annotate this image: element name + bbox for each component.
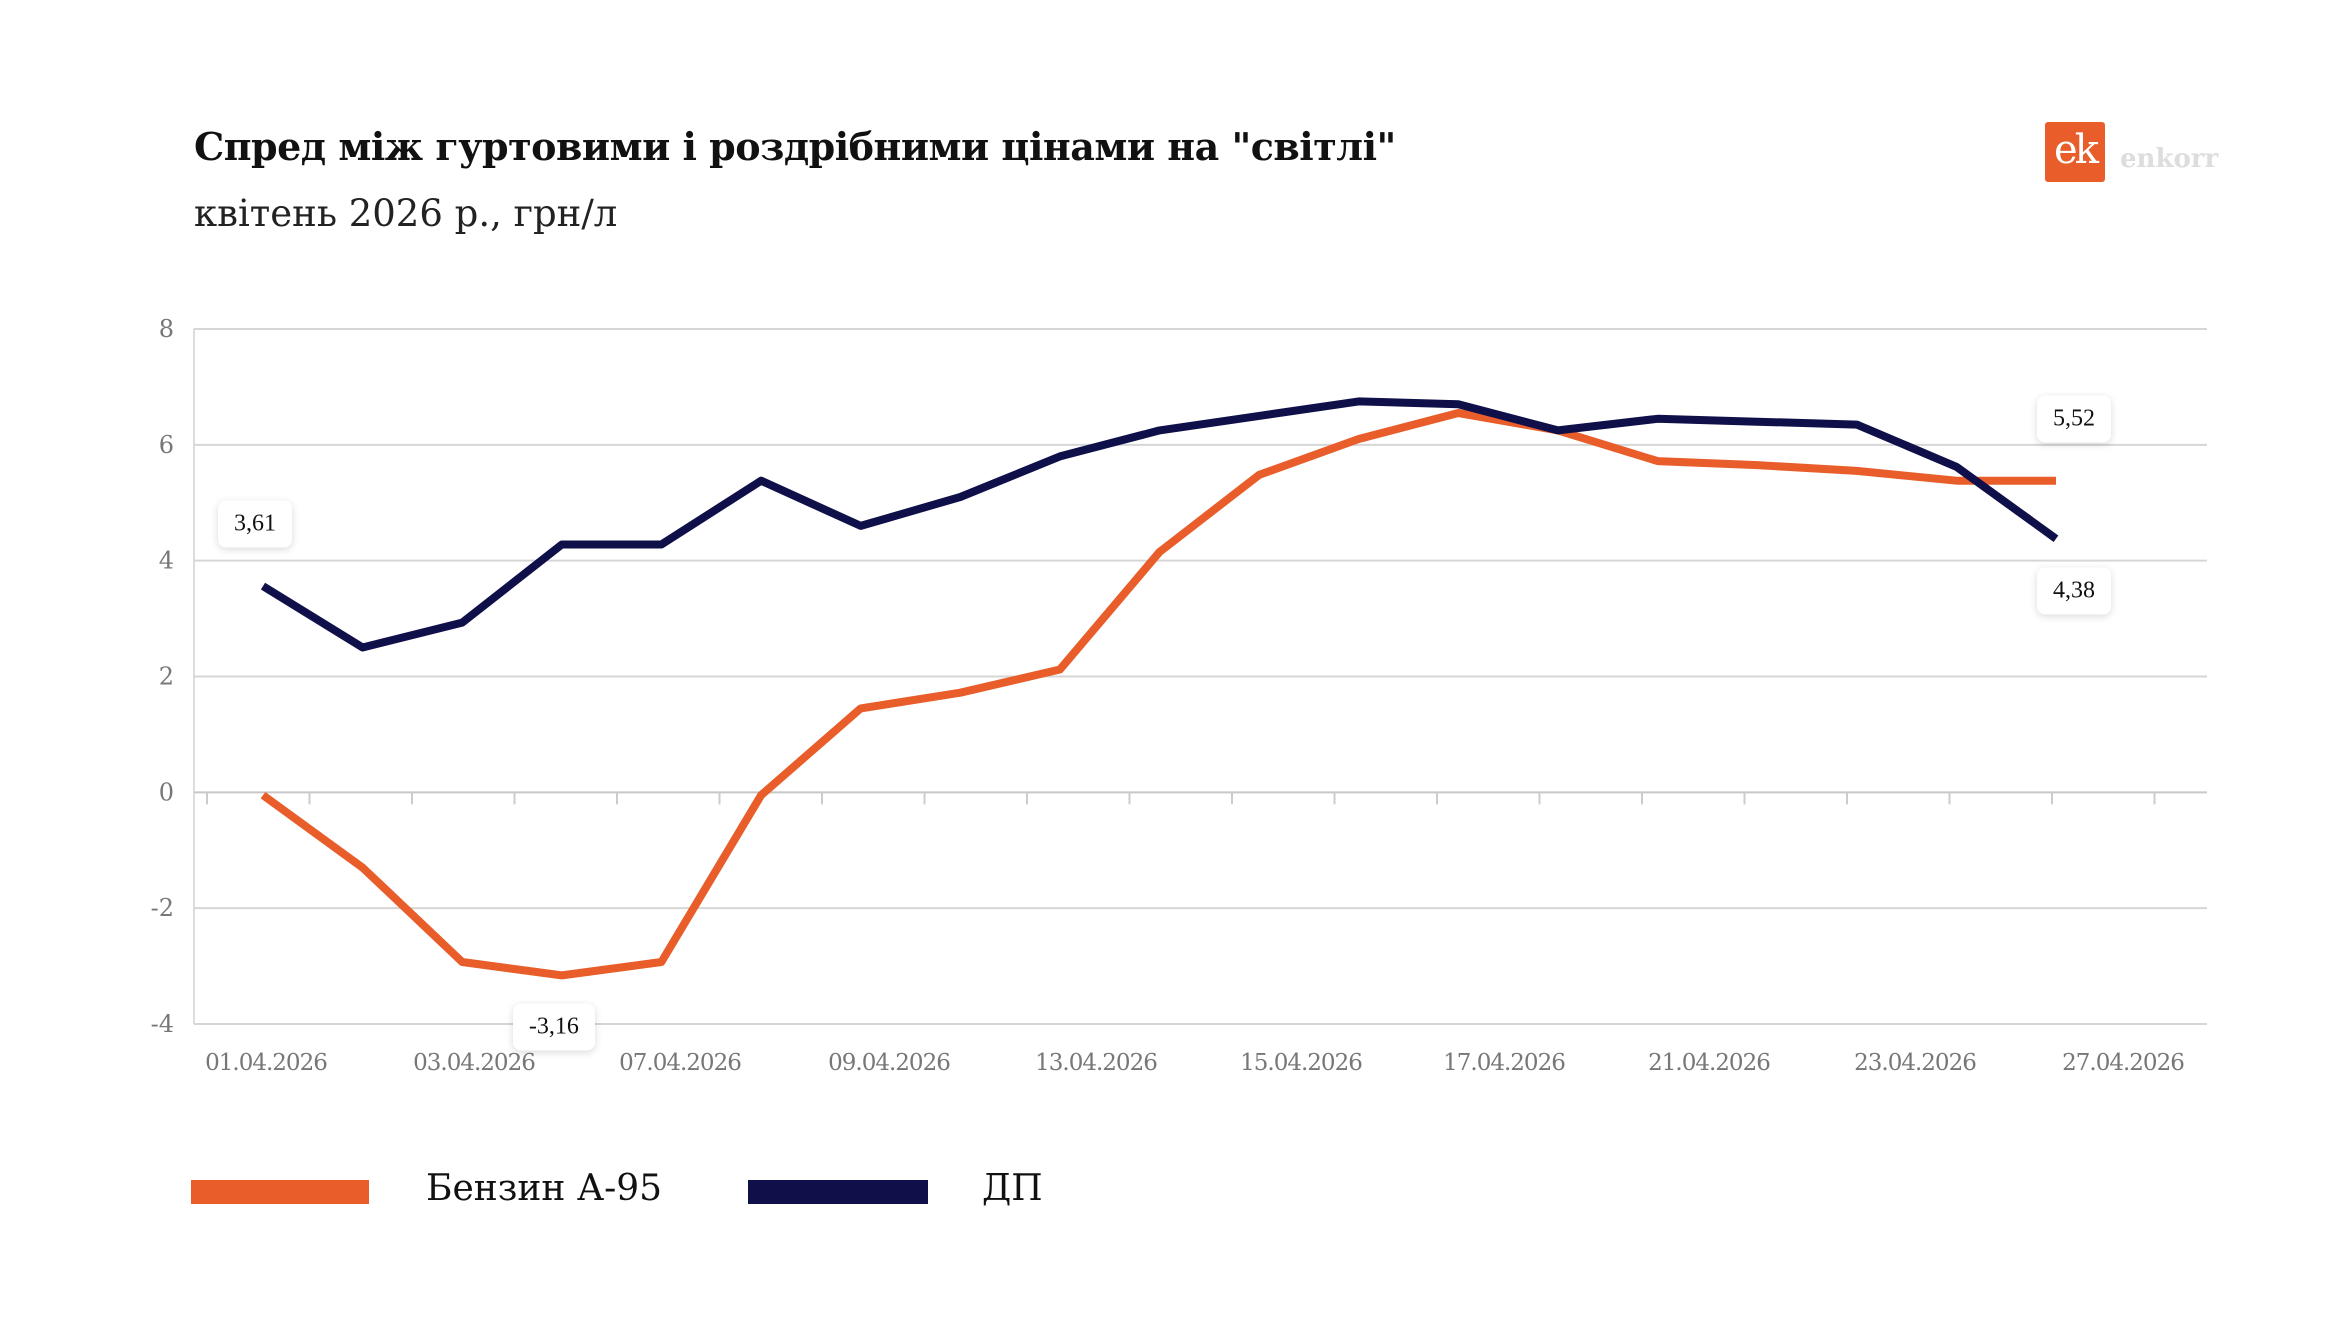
y-tick-label: -2	[151, 894, 174, 922]
y-tick-label: 6	[159, 431, 174, 459]
x-tick-label: 01.04.2026	[205, 1050, 327, 1076]
logo-text: enkorr	[2120, 144, 2219, 174]
x-tick-label: 15.04.2026	[1240, 1050, 1362, 1076]
x-tick-label: 21.04.2026	[1648, 1050, 1770, 1076]
y-tick-label: 4	[159, 547, 174, 575]
y-tick-label: 0	[159, 778, 174, 806]
legend-swatch-dp	[748, 1180, 928, 1204]
x-tick-label: 07.04.2026	[619, 1050, 741, 1076]
chart-subtitle: квітень 2026 р., грн/л	[194, 192, 618, 235]
data-label: -3,16	[512, 1003, 595, 1051]
chart-title: Спред між гуртовими і роздрібними цінами…	[194, 124, 1396, 169]
series-line-dp	[260, 397, 2059, 652]
x-tick-label: 03.04.2026	[413, 1050, 535, 1076]
y-tick-label: -4	[151, 1010, 174, 1038]
x-tick-label: 17.04.2026	[1443, 1050, 1565, 1076]
legend-swatch-a95	[191, 1180, 369, 1204]
legend-label-a95: Бензин А-95	[426, 1168, 663, 1209]
x-tick-label: 27.04.2026	[2062, 1050, 2184, 1076]
legend-label-dp: ДП	[982, 1168, 1043, 1209]
y-tick-label: 2	[159, 663, 174, 691]
data-label: 3,61	[218, 500, 292, 548]
y-tick-label: 8	[159, 315, 174, 343]
x-tick-label: 23.04.2026	[1854, 1050, 1976, 1076]
enkorr-logo: ek	[2045, 122, 2105, 182]
x-tick-label: 09.04.2026	[828, 1050, 950, 1076]
logo-mark: ek	[2054, 127, 2099, 173]
series-line-a95	[260, 409, 2056, 980]
data-label: 5,52	[2037, 395, 2111, 443]
data-label: 4,38	[2037, 567, 2111, 615]
x-tick-label: 13.04.2026	[1035, 1050, 1157, 1076]
